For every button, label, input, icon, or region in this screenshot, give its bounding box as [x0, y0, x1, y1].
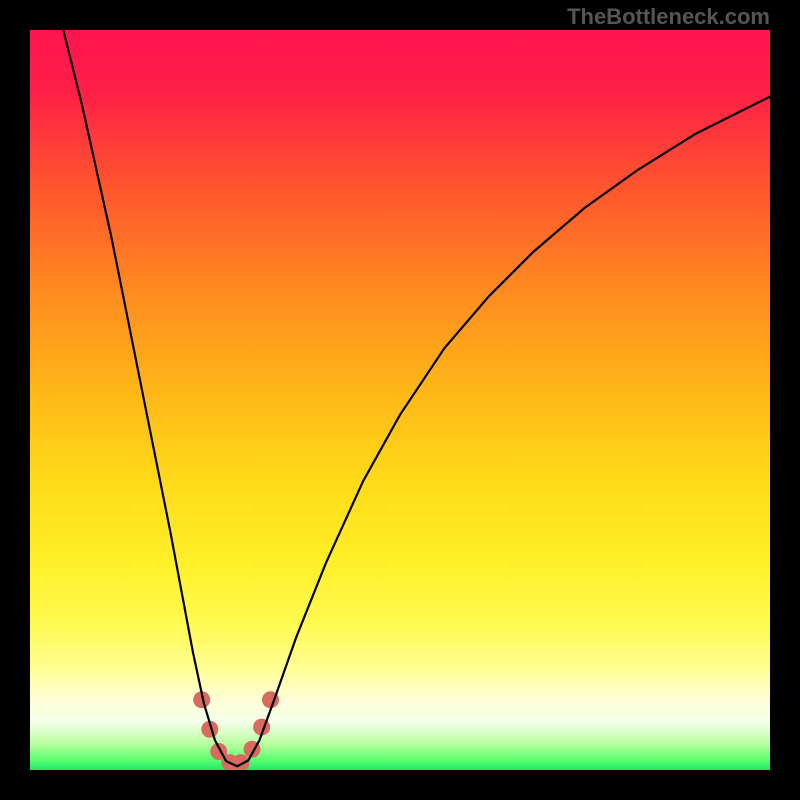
plot-area — [30, 30, 770, 770]
chart-svg — [30, 30, 770, 770]
bottleneck-curve — [60, 30, 770, 766]
marker-group — [193, 691, 279, 770]
watermark-text: TheBottleneck.com — [567, 4, 770, 30]
